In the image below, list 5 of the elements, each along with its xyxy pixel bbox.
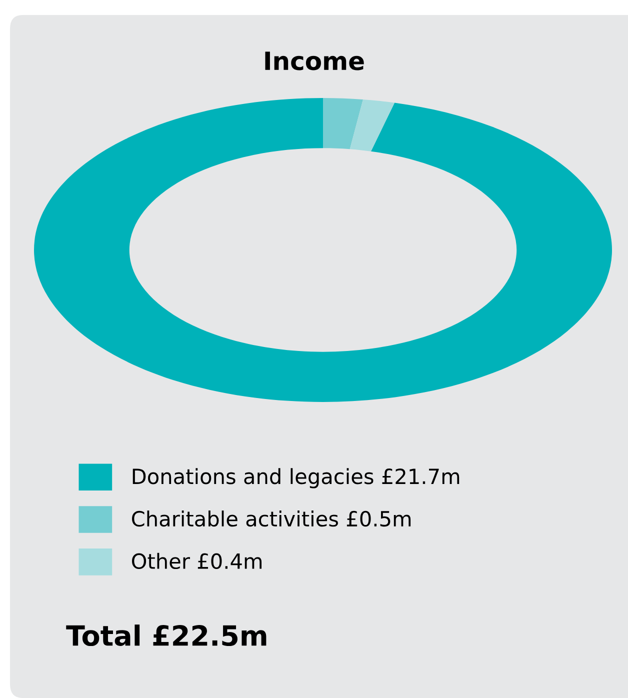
legend-label: Charitable activities £0.5m xyxy=(132,510,411,527)
text: Total £22.5m xyxy=(66,624,266,646)
legend-label: Donations and legacies £21.7m xyxy=(132,468,460,488)
legend-label: Other £0.4m xyxy=(132,552,262,570)
chart-title: Income xyxy=(265,52,364,70)
